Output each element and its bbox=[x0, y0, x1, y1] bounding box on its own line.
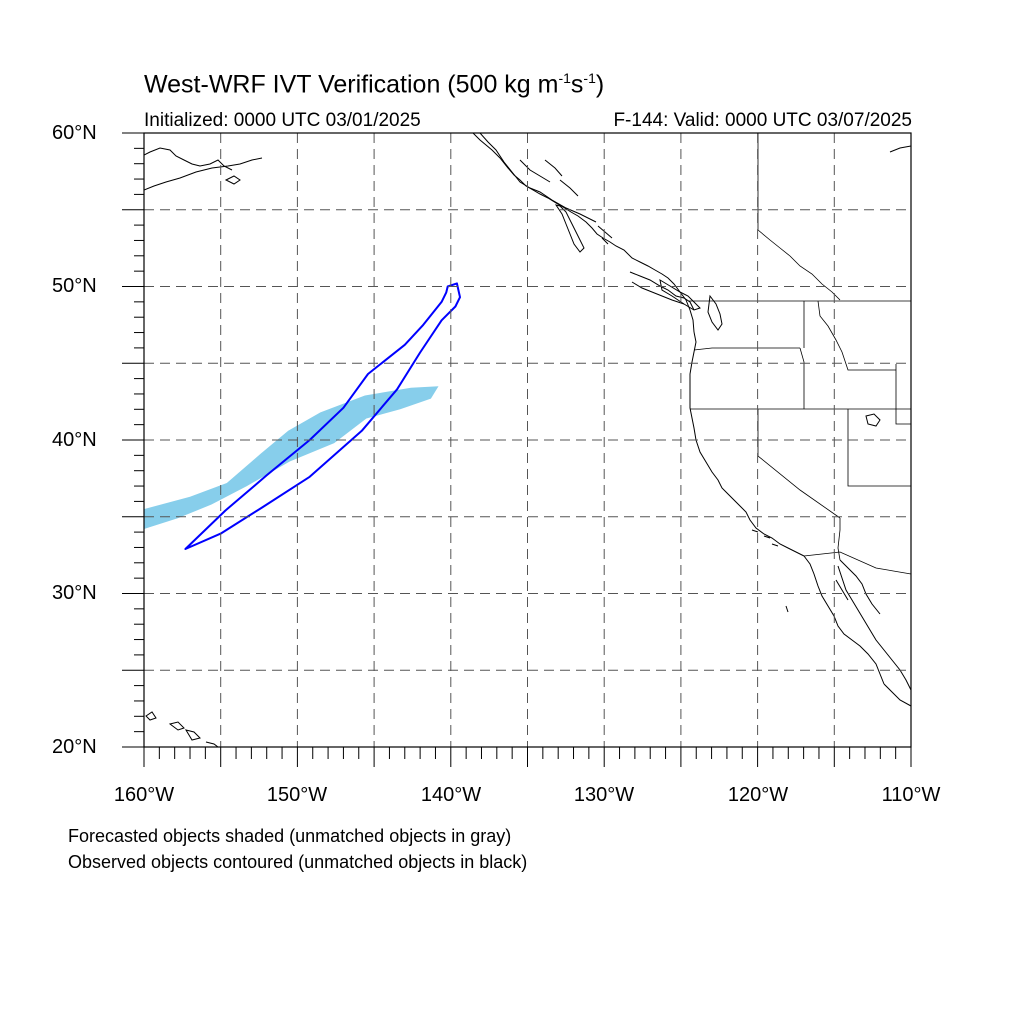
plot-frame bbox=[143, 132, 912, 748]
observed-object-layer bbox=[184, 282, 461, 550]
lon-label-160w: 160°W bbox=[113, 784, 175, 806]
observed-object-contour bbox=[184, 282, 461, 550]
lat-label-60n: 60°N bbox=[52, 122, 97, 144]
coastline-segment bbox=[659, 278, 701, 311]
map-title: West-WRF IVT Verification (500 kg m-1s-1… bbox=[144, 70, 605, 99]
coastline-segment bbox=[145, 711, 157, 721]
lat-label-30n: 30°N bbox=[52, 582, 97, 604]
political-boundary bbox=[847, 409, 911, 487]
coastline-segment bbox=[865, 413, 881, 427]
coastline-segment bbox=[205, 741, 219, 747]
forecast-object-layer bbox=[144, 386, 439, 529]
lat-label-50n: 50°N bbox=[52, 275, 97, 297]
political-boundary bbox=[757, 133, 841, 301]
lat-lon-grid bbox=[144, 133, 911, 747]
coastline-segment bbox=[689, 331, 805, 557]
coastline-segment bbox=[554, 204, 585, 253]
political-boundary bbox=[817, 300, 896, 371]
coastline-segment bbox=[168, 721, 185, 731]
coastline-segment bbox=[751, 529, 779, 547]
lon-label-150w: 150°W bbox=[266, 784, 328, 806]
lon-label-110w: 110°W bbox=[881, 784, 941, 806]
political-boundary bbox=[799, 347, 805, 409]
coastline-segment bbox=[707, 294, 723, 331]
coastline-segment bbox=[519, 159, 579, 197]
coastline-segment bbox=[184, 729, 201, 741]
coastline-segment bbox=[837, 565, 911, 691]
coastline-segment bbox=[785, 605, 789, 613]
coastline-layer bbox=[144, 133, 911, 747]
political-boundary bbox=[895, 364, 911, 425]
lat-label-20n: 20°N bbox=[52, 736, 97, 758]
valid-time: F-144: Valid: 0000 UTC 03/07/2025 bbox=[613, 110, 912, 131]
coastline-segment bbox=[479, 133, 597, 223]
coastline-segment bbox=[839, 559, 881, 615]
coastline-segment bbox=[883, 683, 911, 707]
political-boundary bbox=[693, 347, 800, 351]
coastline-segment bbox=[835, 579, 849, 601]
coastline-segment bbox=[144, 157, 263, 191]
coastline-segment bbox=[889, 145, 911, 153]
political-boundary bbox=[757, 409, 841, 519]
coastline-segment bbox=[472, 133, 695, 333]
coastline-segment bbox=[224, 175, 241, 185]
coastline-segment bbox=[803, 555, 885, 685]
forecast-object-shade bbox=[144, 386, 439, 529]
political-boundary bbox=[803, 551, 911, 575]
coastline-segment bbox=[144, 147, 233, 171]
political-boundary bbox=[837, 518, 841, 561]
coastline-segment bbox=[597, 225, 613, 245]
lon-label-120w: 120°W bbox=[727, 784, 789, 806]
axis-ticks bbox=[122, 132, 912, 767]
legend-note-observed: Observed objects contoured (unmatched ob… bbox=[68, 852, 528, 872]
lon-label-140w: 140°W bbox=[420, 784, 482, 806]
lat-label-40n: 40°N bbox=[52, 429, 97, 451]
initialized-time: Initialized: 0000 UTC 03/01/2025 bbox=[144, 110, 421, 131]
legend-note-forecast: Forecasted objects shaded (unmatched obj… bbox=[68, 826, 512, 846]
lon-label-130w: 130°W bbox=[573, 784, 635, 806]
